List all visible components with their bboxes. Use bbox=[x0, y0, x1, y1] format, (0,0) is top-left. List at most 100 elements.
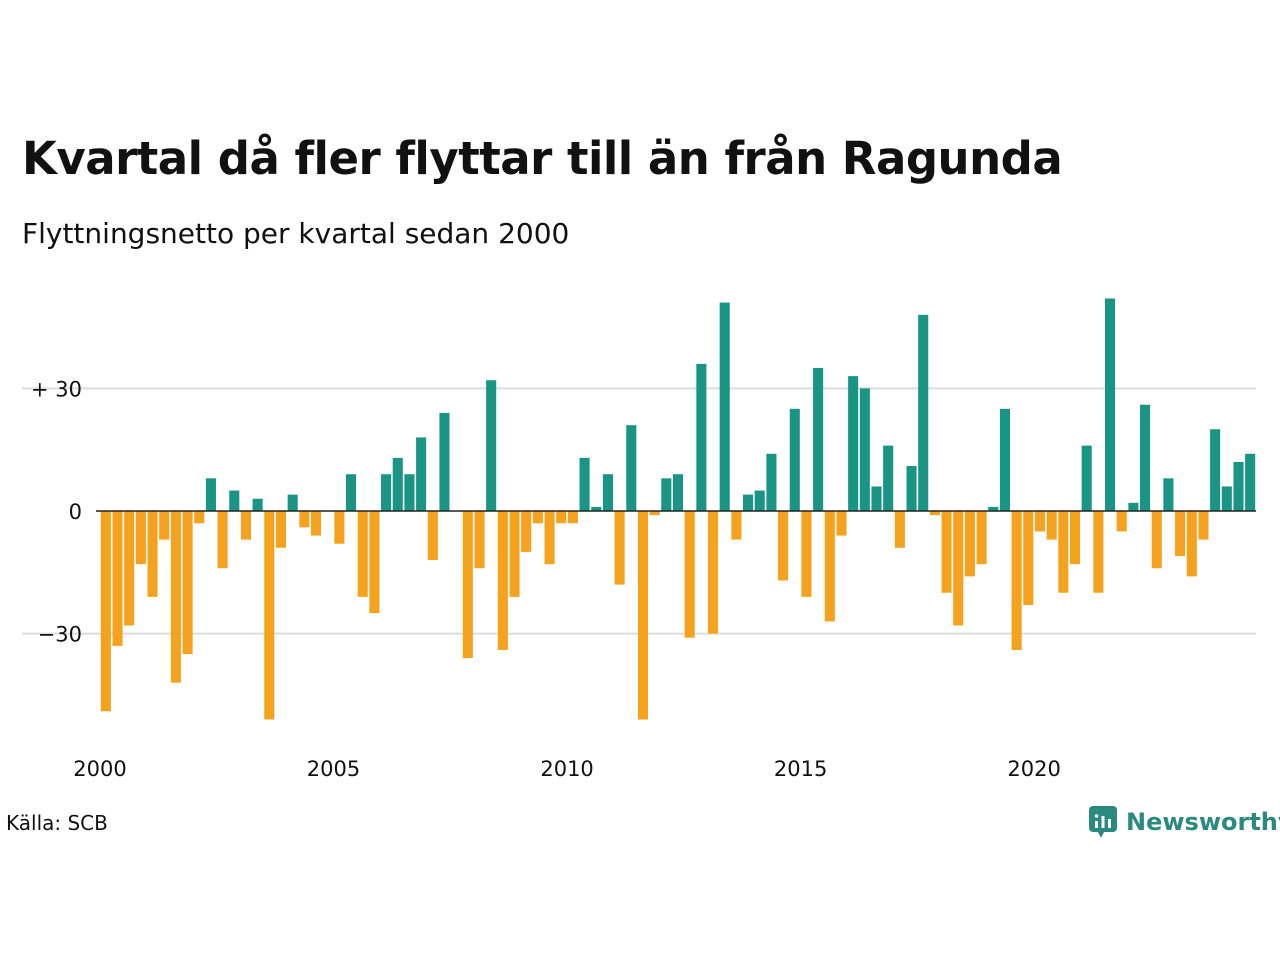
bar bbox=[369, 511, 380, 614]
bar bbox=[707, 511, 719, 634]
bar bbox=[626, 425, 637, 511]
newsworthy-logo-icon bbox=[1089, 806, 1117, 838]
bar bbox=[731, 511, 742, 540]
bar bbox=[427, 511, 438, 561]
bar bbox=[894, 511, 905, 548]
bar bbox=[194, 511, 205, 524]
brand-logo[interactable]: Newsworthy bbox=[1088, 805, 1280, 839]
bar bbox=[696, 363, 707, 511]
bar bbox=[147, 511, 158, 597]
bar bbox=[591, 506, 602, 511]
brand-name: Newsworthy bbox=[1126, 808, 1280, 836]
bar bbox=[1093, 511, 1104, 593]
bar bbox=[672, 474, 684, 511]
bar bbox=[544, 511, 555, 565]
bar bbox=[229, 490, 240, 511]
bar bbox=[112, 511, 123, 646]
x-tick-label: 2010 bbox=[540, 757, 593, 781]
y-tick-label: −30 bbox=[38, 623, 82, 647]
bar bbox=[1128, 502, 1139, 511]
bar bbox=[976, 511, 987, 565]
bar bbox=[392, 457, 403, 511]
bar bbox=[999, 408, 1010, 511]
bar bbox=[778, 511, 789, 581]
bar bbox=[532, 511, 543, 524]
bar bbox=[883, 445, 894, 511]
bar bbox=[346, 474, 357, 511]
bar bbox=[556, 511, 567, 524]
source-note: Källa: SCB bbox=[6, 811, 108, 835]
bar bbox=[381, 474, 392, 511]
bar bbox=[1023, 511, 1034, 605]
bar bbox=[159, 511, 170, 540]
bar bbox=[182, 511, 193, 655]
bar bbox=[1069, 511, 1081, 565]
bar bbox=[1105, 298, 1116, 511]
bar bbox=[299, 511, 310, 528]
bar bbox=[649, 511, 660, 516]
bar bbox=[929, 511, 940, 516]
bar bbox=[918, 314, 929, 511]
bar bbox=[334, 511, 345, 544]
bar bbox=[404, 474, 415, 511]
bar bbox=[953, 511, 964, 626]
y-tick-label: + 30 bbox=[31, 377, 82, 401]
bar bbox=[217, 511, 228, 569]
bar bbox=[462, 511, 473, 659]
x-tick-label: 2000 bbox=[73, 757, 126, 781]
bar bbox=[1175, 511, 1186, 556]
bar bbox=[988, 506, 999, 511]
bar bbox=[1046, 511, 1057, 540]
bar bbox=[906, 466, 917, 511]
bar bbox=[357, 511, 368, 597]
bar bbox=[859, 388, 870, 511]
bar bbox=[509, 511, 520, 597]
bar bbox=[579, 457, 590, 511]
y-tick-label: 0 bbox=[69, 500, 82, 524]
bar bbox=[801, 511, 812, 597]
bar bbox=[1163, 478, 1174, 511]
bar bbox=[637, 511, 649, 720]
bar bbox=[1151, 511, 1162, 569]
chart-subtitle: Flyttningsnetto per kvartal sedan 2000 bbox=[22, 217, 570, 250]
bar bbox=[941, 511, 952, 593]
x-tick-label: 2015 bbox=[774, 757, 827, 781]
chart-title: Kvartal då fler flyttar till än från Rag… bbox=[22, 132, 1063, 185]
bar bbox=[1081, 445, 1092, 511]
bar bbox=[240, 511, 251, 540]
x-axis-ticks: 2000 2005 2010 2015 2020 bbox=[73, 757, 1061, 781]
bar bbox=[264, 511, 275, 720]
bar bbox=[275, 511, 287, 548]
bar bbox=[661, 478, 672, 511]
bar bbox=[1221, 486, 1232, 511]
bar bbox=[287, 494, 298, 511]
bar bbox=[871, 486, 882, 511]
bar bbox=[521, 511, 532, 552]
bar bbox=[789, 408, 800, 511]
bar bbox=[964, 511, 975, 577]
bar bbox=[1116, 511, 1127, 532]
bar bbox=[1198, 511, 1209, 540]
bar bbox=[848, 376, 859, 511]
bar bbox=[1140, 404, 1151, 511]
bar bbox=[813, 367, 824, 511]
bar bbox=[743, 494, 754, 511]
bar bbox=[766, 453, 777, 511]
x-tick-label: 2020 bbox=[1007, 757, 1060, 781]
bar bbox=[1011, 511, 1022, 650]
bar bbox=[310, 511, 322, 536]
bar bbox=[205, 478, 216, 511]
bar bbox=[602, 474, 613, 511]
bar bbox=[1233, 461, 1244, 511]
bar bbox=[1210, 429, 1221, 511]
bar bbox=[124, 511, 135, 626]
bar bbox=[1186, 511, 1197, 577]
bar bbox=[135, 511, 146, 565]
bar bbox=[170, 511, 181, 683]
y-axis-ticks: + 30 0 −30 bbox=[31, 377, 82, 646]
x-tick-label: 2005 bbox=[307, 757, 360, 781]
bar bbox=[439, 412, 450, 511]
bar bbox=[754, 490, 765, 511]
bar bbox=[1034, 511, 1046, 532]
bar bbox=[497, 511, 508, 650]
